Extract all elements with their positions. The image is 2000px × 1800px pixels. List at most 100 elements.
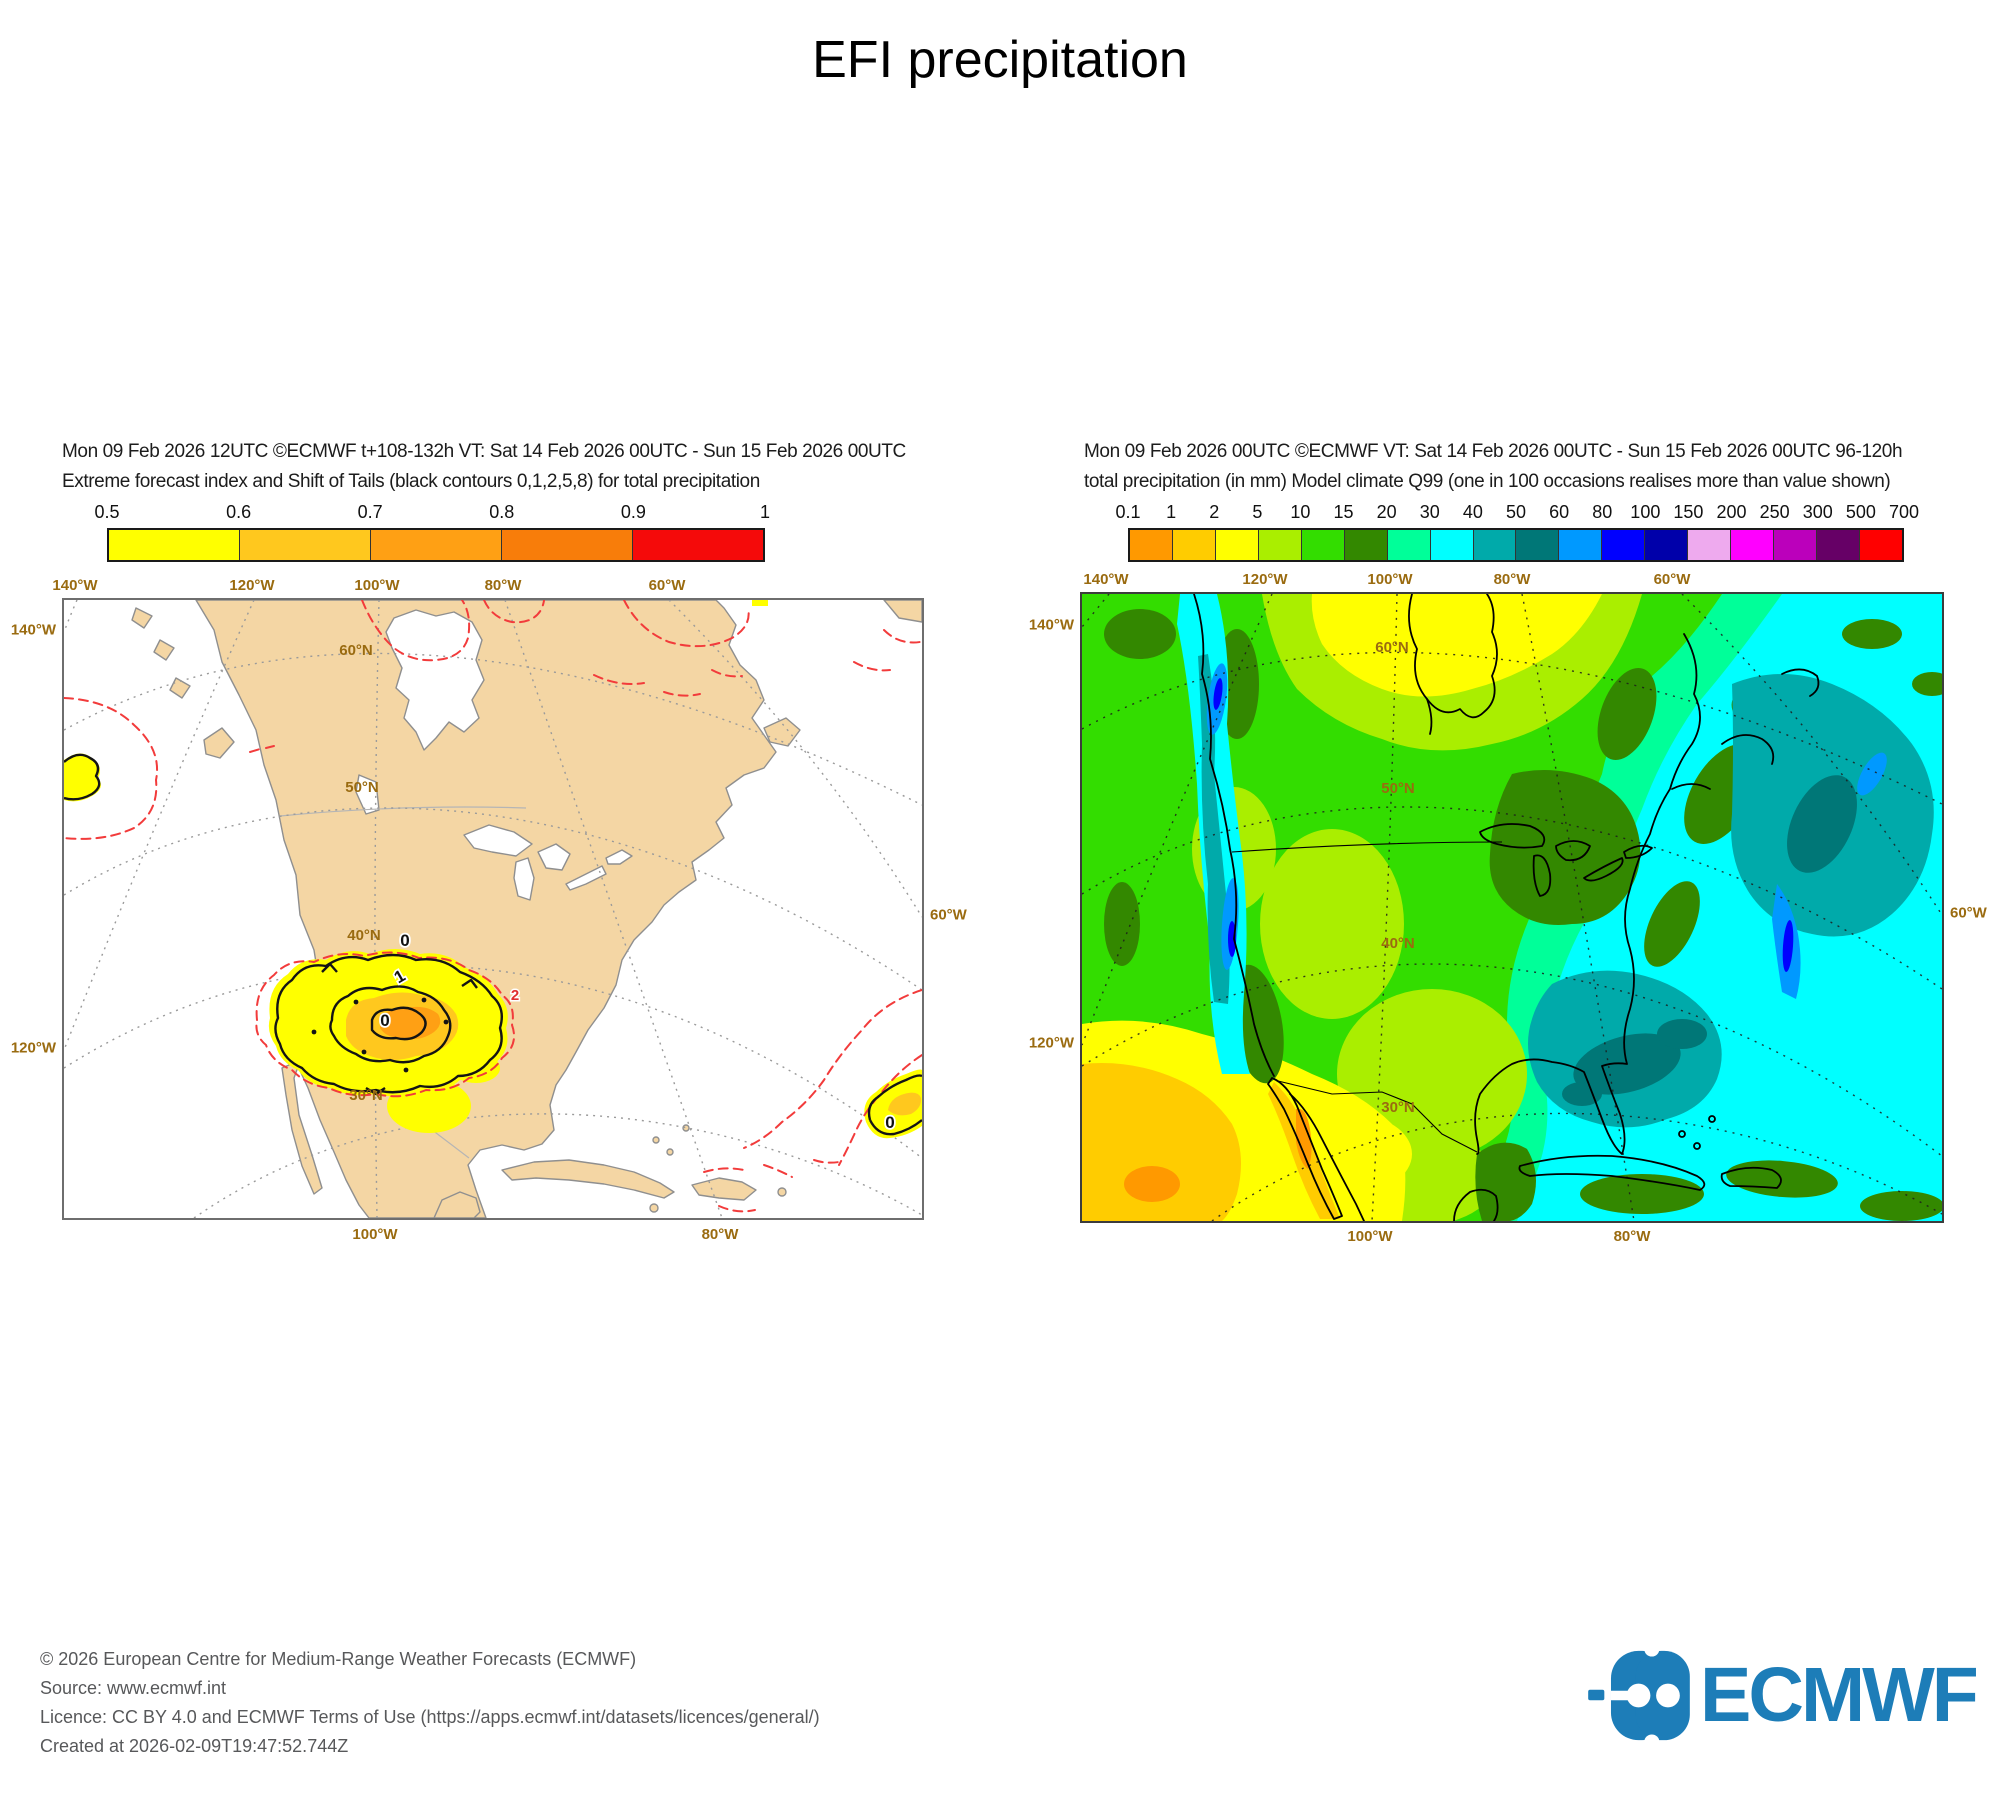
efi-map: 60°N 50°N 40°N 30°N 0 1 0 2 0 (62, 598, 924, 1220)
lon-label-top: 100°W (354, 577, 400, 594)
colorbar-segment (502, 530, 633, 560)
lon-label-top: 60°W (1653, 571, 1691, 588)
colorbar-segment (1473, 530, 1517, 560)
coastlines (1193, 594, 1820, 1221)
colorbar-tick-label: 0.1 (1115, 502, 1141, 522)
lon-label-top: 140°W (1083, 571, 1129, 588)
colorbar-segment (633, 530, 763, 560)
colorbar-tick-label: 150 (1673, 502, 1704, 522)
colorbar-tick-label: 60 (1549, 502, 1570, 522)
colorbar-segment (1344, 530, 1388, 560)
colorbar-tick-labels: 0.5 0.6 0.7 0.8 0.9 1 (94, 502, 770, 528)
colorbar-tick-label: 50 (1505, 502, 1527, 522)
colorbar-tick-label: 1 (1166, 502, 1177, 522)
colorbar-scale (107, 528, 765, 562)
lat-label-60n: 60°N (339, 642, 373, 659)
ecmwf-logo: ECMWF (1588, 1648, 1979, 1743)
islands (131, 600, 922, 1218)
colorbar-tick-label: 250 (1759, 502, 1790, 522)
colorbar-segment (1859, 530, 1902, 560)
lon-label-left: 120°W (1028, 1034, 1074, 1052)
colorbar-segment (1172, 530, 1216, 560)
colorbar-tick-label: 2 (1209, 502, 1220, 522)
contour-label-0: 0 (400, 931, 409, 950)
lon-label-bottom: 100°W (1347, 1228, 1393, 1245)
colorbar-segment (1559, 530, 1603, 560)
colorbar-tick-label: 100 (1630, 502, 1661, 522)
efi-speck-north (752, 600, 768, 606)
colorbar-tick-label: 200 (1716, 502, 1747, 522)
colorbar-tick-labels: 0.1 1 2 5 10 15 20 30 40 50 60 80 100 150 200 250 300 500… (1115, 502, 1919, 528)
colorbar-segment (1387, 530, 1431, 560)
sot-specks (311, 997, 449, 1073)
lat-label-40n: 40°N (1381, 935, 1415, 952)
precip-map-canvas: 60°N 50°N 40°N 30°N (1082, 594, 1942, 1221)
lon-label-top: 120°W (229, 577, 275, 594)
left-panel-header-line1: Mon 09 Feb 2026 12UTC ©ECMWF t+108-132h … (62, 441, 906, 462)
left-panel-header-line2: Extreme forecast index and Shift of Tail… (62, 471, 760, 492)
lon-label-top: 100°W (1367, 571, 1413, 588)
right-panel-header-line2: total precipitation (in mm) Model climat… (1084, 471, 1891, 492)
colorbar-segment (1430, 530, 1474, 560)
colorbar-segment (1301, 530, 1345, 560)
efi-colorbar: 0.5 0.6 0.7 0.8 0.9 1 (94, 502, 770, 572)
lon-label-right: 60°W (930, 906, 967, 924)
colorbar-segment (1688, 530, 1732, 560)
lon-label-top: 80°W (484, 577, 522, 594)
colorbar-tick-label: 20 (1376, 502, 1397, 522)
colorbar-tick-label: 10 (1290, 502, 1311, 522)
precip-blue-streaks (1206, 663, 1887, 999)
contour-label-2-red: 2 (511, 987, 519, 1004)
footer: © 2026 European Centre for Medium-Range … (40, 1645, 820, 1761)
colorbar-tick-label: 15 (1333, 502, 1354, 522)
footer-licence: Licence: CC BY 4.0 and ECMWF Terms of Us… (40, 1707, 820, 1727)
sot-contours (64, 753, 922, 1136)
efi-map-canvas: 60°N 50°N 40°N 30°N 0 1 0 2 0 (64, 600, 922, 1218)
page-title: EFI precipitation (812, 31, 1188, 89)
colorbar-segment (1602, 530, 1646, 560)
lon-label-top: 120°W (1242, 571, 1288, 588)
efi-negative-contours (64, 600, 922, 1213)
colorbar-scale (1128, 528, 1904, 562)
political-borders (1231, 841, 1503, 1153)
contour-label-0b: 0 (380, 1011, 389, 1030)
colorbar-tick-label: 30 (1419, 502, 1440, 522)
lon-label-right: 60°W (1950, 904, 1987, 922)
lon-label-left: 140°W (10, 621, 56, 639)
footer-created-at: Created at 2026-02-09T19:47:52.744Z (40, 1736, 349, 1756)
footer-copyright: © 2026 European Centre for Medium-Range … (40, 1649, 637, 1669)
precip-map: 60°N 50°N 40°N 30°N (1080, 592, 1944, 1223)
colorbar-segment (1817, 530, 1860, 560)
lon-label-left: 120°W (10, 1039, 56, 1057)
colorbar-tick-label: 0.9 (620, 502, 646, 522)
great-lakes (355, 774, 633, 901)
us-canada-border (279, 806, 527, 817)
footer-source: Source: www.ecmwf.int (40, 1678, 227, 1698)
colorbar-segment (1645, 530, 1689, 560)
colorbar-segment (240, 530, 371, 560)
graticule (64, 600, 922, 1218)
colorbar-tick-label: 1 (759, 502, 771, 522)
colorbar-tick-label: 40 (1462, 502, 1483, 522)
lon-label-top: 60°W (648, 577, 686, 594)
ecmwf-logo-icon (1588, 1648, 1690, 1743)
colorbar-tick-label: 0.6 (226, 502, 252, 522)
colorbar-segment (1516, 530, 1560, 560)
lat-label-60n: 60°N (1375, 639, 1409, 656)
colorbar-segment (1258, 530, 1302, 560)
colorbar-tick-label: 0.8 (489, 502, 515, 522)
colorbar-tick-label: 500 (1845, 502, 1876, 522)
colorbar-segment (1731, 530, 1775, 560)
colorbar-segment (1774, 530, 1817, 560)
lon-label-bottom: 80°W (1613, 1228, 1651, 1245)
efi-max-region-pacific (64, 753, 101, 802)
colorbar-tick-label: 0.5 (94, 502, 120, 522)
lat-label-30n: 30°N (349, 1087, 383, 1104)
precip-colorbar: 0.1 1 2 5 10 15 20 30 40 50 60 80 100 150 200 250 300 500… (1115, 502, 1919, 572)
lat-label-40n: 40°N (347, 927, 381, 944)
colorbar-segment (1130, 530, 1173, 560)
lat-label-50n: 50°N (345, 779, 379, 796)
colorbar-segment (1215, 530, 1259, 560)
lat-label-50n: 50°N (1381, 780, 1415, 797)
lon-label-bottom: 80°W (701, 1226, 739, 1243)
